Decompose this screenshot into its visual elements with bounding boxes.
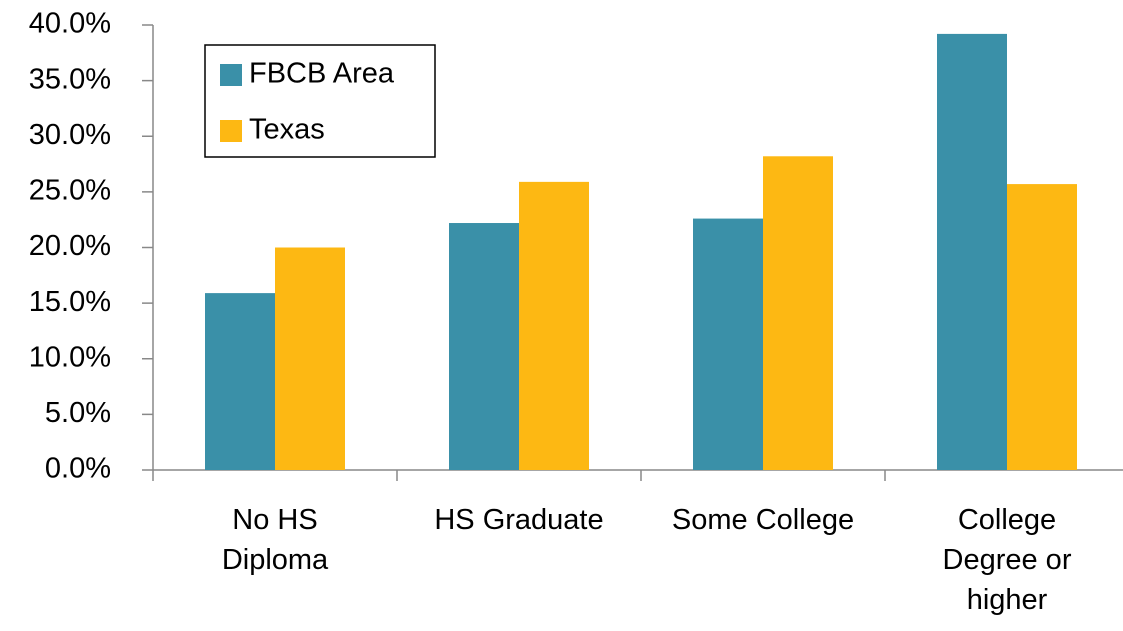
legend-label: FBCB Area	[249, 58, 395, 90]
x-tick-label: Some College	[671, 504, 855, 536]
bar	[1007, 184, 1077, 470]
bar	[519, 181, 589, 471]
y-tick-label: 40.0%	[29, 8, 111, 40]
legend-label: Texas	[249, 114, 325, 146]
y-tick-label: 10.0%	[29, 341, 111, 373]
y-tick-label: 30.0%	[29, 119, 111, 151]
x-tick-label: HS Graduate	[434, 504, 604, 536]
bar	[205, 293, 275, 470]
y-tick-label: 0.0%	[45, 453, 111, 485]
x-tick-label: No HS Diploma	[221, 504, 329, 576]
bar	[937, 33, 1007, 471]
y-tick-label: 5.0%	[45, 397, 111, 429]
bar	[763, 156, 833, 470]
legend-box	[204, 44, 436, 158]
y-tick-label: 25.0%	[29, 175, 111, 207]
y-tick-label: 35.0%	[29, 63, 111, 95]
x-tick-label: College Degree or higher	[942, 504, 1072, 616]
legend-swatch	[220, 120, 242, 142]
y-tick-label: 20.0%	[29, 230, 111, 262]
bar	[693, 218, 763, 470]
bar	[275, 247, 345, 470]
legend-swatch	[220, 64, 242, 86]
bar	[449, 223, 519, 470]
y-tick-label: 15.0%	[29, 286, 111, 318]
